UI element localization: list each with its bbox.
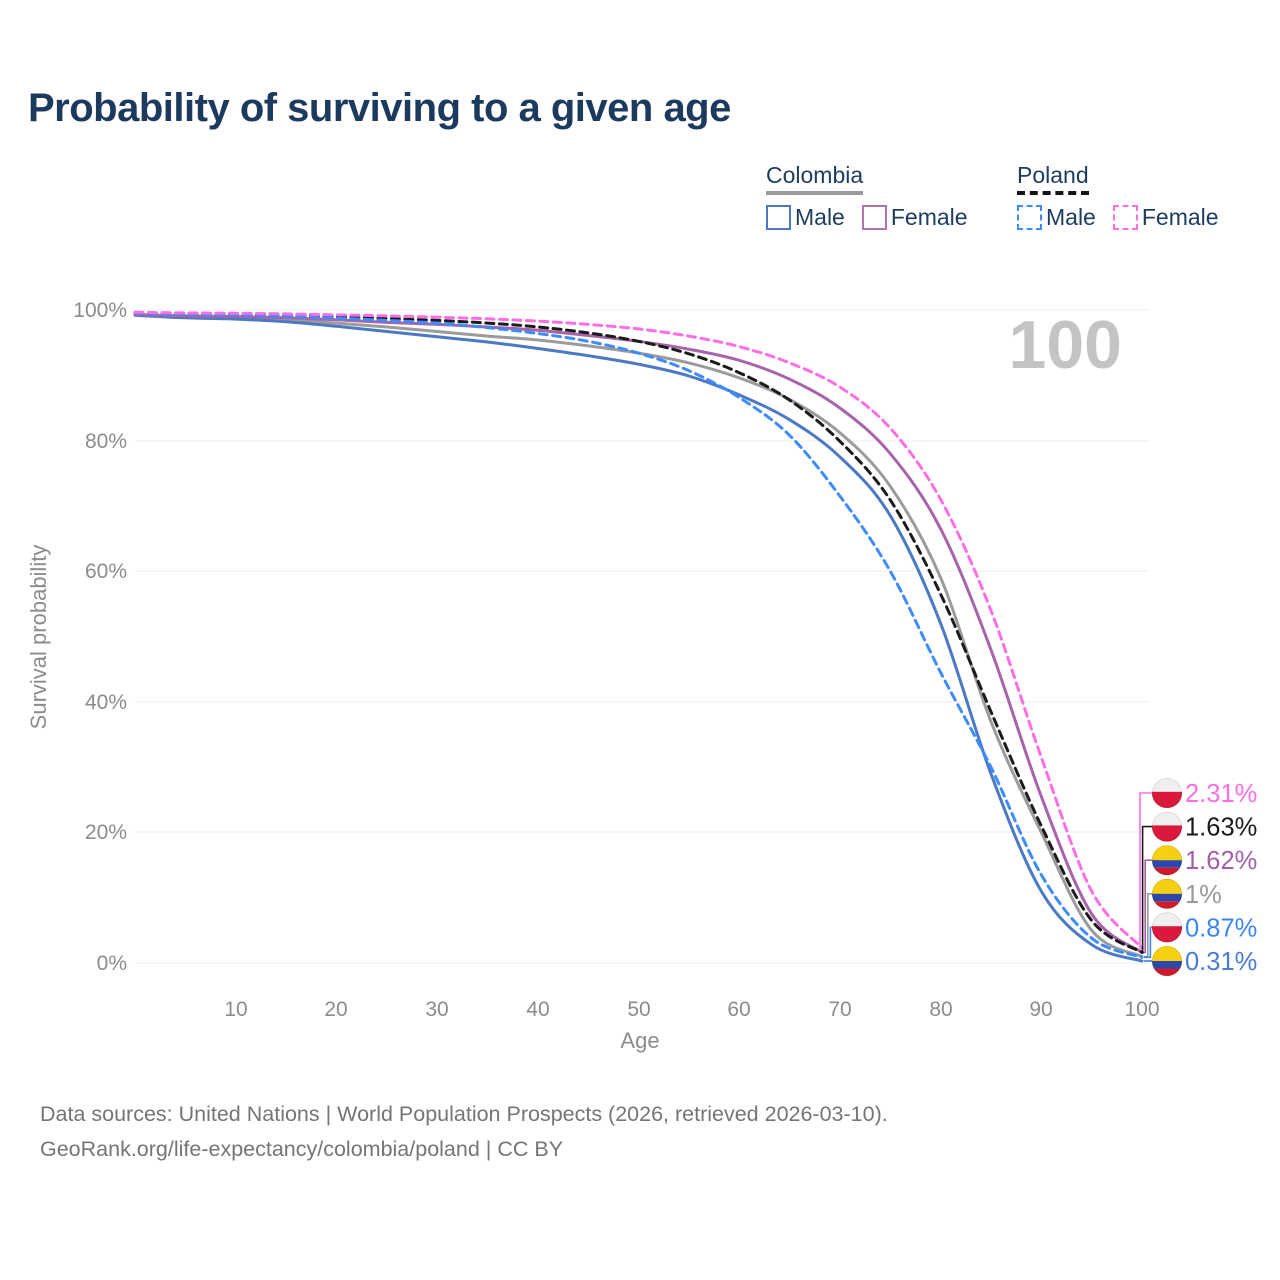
end-label-poland-female: 2.31% xyxy=(1185,780,1257,808)
colombia-flag-icon xyxy=(1152,878,1182,909)
series-line-colombia-overall xyxy=(133,313,1144,958)
y-axis-title: Survival probability xyxy=(26,545,51,730)
x-tick: 30 xyxy=(425,998,448,1021)
x-axis: 10 20 30 40 50 60 70 80 90 100 Age xyxy=(224,998,1159,1053)
y-tick: 0% xyxy=(97,952,127,975)
x-tick: 20 xyxy=(324,998,347,1021)
y-tick: 40% xyxy=(85,691,127,714)
legend-item-poland-female[interactable]: Female xyxy=(1112,204,1219,231)
x-tick: 10 xyxy=(224,998,247,1021)
legend-group-colombia: Colombia Male Female xyxy=(766,162,985,231)
poland-female-swatch-icon xyxy=(1112,205,1138,230)
survival-chart: 100 100% 80% 60% 40% 20% 0% Survival pro… xyxy=(26,299,1257,1053)
poland-male-swatch-icon xyxy=(1017,205,1042,230)
y-axis: 100% 80% 60% 40% 20% 0% Survival probabi… xyxy=(26,299,127,975)
end-label-poland-male: 0.87% xyxy=(1185,914,1257,942)
series-line-poland-female xyxy=(133,310,1144,950)
x-tick: 60 xyxy=(727,998,750,1021)
footer-link[interactable]: GeoRank.org/life-expectancy/colombia/pol… xyxy=(40,1137,564,1161)
end-label-colombia-overall: 1% xyxy=(1185,881,1222,909)
colombia-flag-icon xyxy=(1152,946,1182,976)
x-tick: 70 xyxy=(828,998,851,1021)
legend-country-poland[interactable]: Poland xyxy=(1017,162,1089,195)
colombia-flag-icon xyxy=(1152,845,1182,876)
x-tick: 80 xyxy=(929,998,952,1021)
legend-label: Male xyxy=(1046,204,1096,230)
series-line-poland-male xyxy=(133,311,1144,959)
colombia-male-swatch-icon xyxy=(766,205,791,230)
series-line-colombia-female xyxy=(133,313,1144,954)
legend-label: Female xyxy=(890,204,968,230)
legend-country-colombia[interactable]: Colombia xyxy=(766,162,864,195)
y-tick: 60% xyxy=(85,560,127,583)
x-tick: 100 xyxy=(1124,998,1159,1021)
colombia-female-swatch-icon xyxy=(861,205,887,230)
x-tick: 50 xyxy=(627,998,650,1021)
y-tick: 100% xyxy=(73,299,127,322)
end-label-connector xyxy=(1141,825,1159,954)
y-tick: 80% xyxy=(85,430,127,453)
series-line-colombia-male xyxy=(133,313,1144,963)
end-label-colombia-male: 0.31% xyxy=(1185,948,1257,976)
x-tick: 40 xyxy=(526,998,549,1021)
end-label-poland-overall: 1.63% xyxy=(1185,814,1257,842)
footer-sources: Data sources: United Nations | World Pop… xyxy=(40,1102,888,1126)
gridlines xyxy=(135,309,1148,964)
end-annotations: 2.31% 1.63% 1.62% 1% 0.87% 0.31% xyxy=(1139,778,1257,977)
legend-group-poland: Poland Male Female xyxy=(1017,162,1236,231)
legend-item-poland-male[interactable]: Male xyxy=(1017,204,1096,231)
page-title: Probability of surviving to a given age xyxy=(28,86,731,130)
x-tick: 90 xyxy=(1029,998,1052,1021)
poland-flag-icon xyxy=(1152,778,1182,808)
end-label-colombia-female: 1.62% xyxy=(1185,847,1257,875)
poland-flag-icon xyxy=(1152,912,1182,943)
plot-area[interactable] xyxy=(135,300,1148,963)
poland-flag-icon xyxy=(1152,811,1182,842)
legend-label: Female xyxy=(1141,204,1219,230)
legend-label: Male xyxy=(795,204,845,230)
footer: Data sources: United Nations | World Pop… xyxy=(40,1097,888,1167)
y-tick: 20% xyxy=(85,821,127,844)
legend-item-colombia-male[interactable]: Male xyxy=(766,204,845,231)
legend-item-colombia-female[interactable]: Female xyxy=(861,204,968,231)
series-curves xyxy=(133,310,1144,963)
hover-age-watermark: 100 xyxy=(1009,307,1122,383)
x-axis-title: Age xyxy=(620,1028,659,1053)
